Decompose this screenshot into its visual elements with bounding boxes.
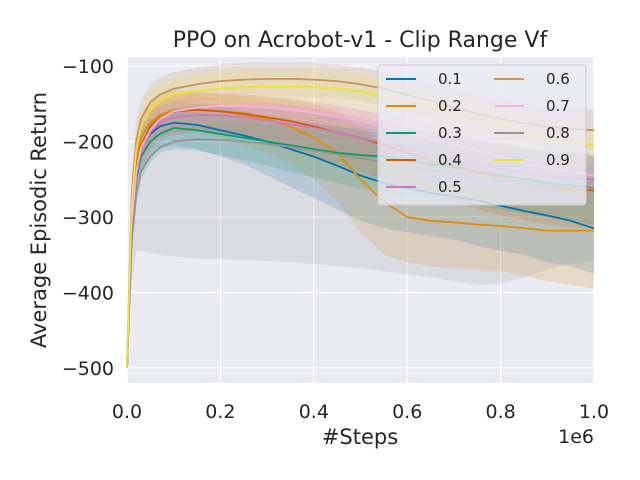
x-axis-title: #Steps xyxy=(322,425,398,449)
legend-label-0.1: 0.1 xyxy=(438,70,462,88)
y-tick-labels: −100 −200 −300 −400 −500 xyxy=(62,56,114,380)
y-tick-label: −300 xyxy=(62,207,114,229)
legend-label-0.3: 0.3 xyxy=(438,124,462,142)
x-tick-labels: 0.0 0.2 0.4 0.6 0.8 1.0 xyxy=(112,401,609,423)
legend-label-0.7: 0.7 xyxy=(546,97,570,115)
x-tick-label: 1.0 xyxy=(579,401,609,423)
x-tick-label: 0.2 xyxy=(205,401,235,423)
x-tick-label: 0.6 xyxy=(392,401,422,423)
x-tick-label: 0.4 xyxy=(299,401,329,423)
legend-box xyxy=(377,64,587,206)
series-line-0.2 xyxy=(126,108,594,368)
band-0.6 xyxy=(127,62,594,368)
band-0.2 xyxy=(127,90,594,368)
legend-label-0.9: 0.9 xyxy=(546,151,570,169)
legend-label-0.2: 0.2 xyxy=(438,97,462,115)
legend-label-0.5: 0.5 xyxy=(438,178,462,196)
legend: 0.1 0.2 0.3 0.4 0.5 0.6 0.7 0.8 0.9 xyxy=(377,64,587,206)
x-tick-label: 0.0 xyxy=(112,401,142,423)
y-tick-label: −100 xyxy=(62,56,114,78)
chart-title: PPO on Acrobot-v1 - Clip Range Vf xyxy=(173,28,549,53)
x-axis-offset-label: 1e6 xyxy=(558,426,594,448)
legend-label-0.6: 0.6 xyxy=(546,70,570,88)
band-0.9 xyxy=(127,69,594,368)
y-tick-label: −200 xyxy=(62,132,114,154)
y-tick-label: −400 xyxy=(62,282,114,304)
legend-label-0.8: 0.8 xyxy=(546,124,570,142)
legend-label-0.4: 0.4 xyxy=(438,151,462,169)
x-tick-label: 0.8 xyxy=(485,401,515,423)
y-tick-label: −500 xyxy=(62,358,114,380)
y-axis-title: Average Episodic Return xyxy=(27,92,51,348)
grid xyxy=(126,57,595,383)
